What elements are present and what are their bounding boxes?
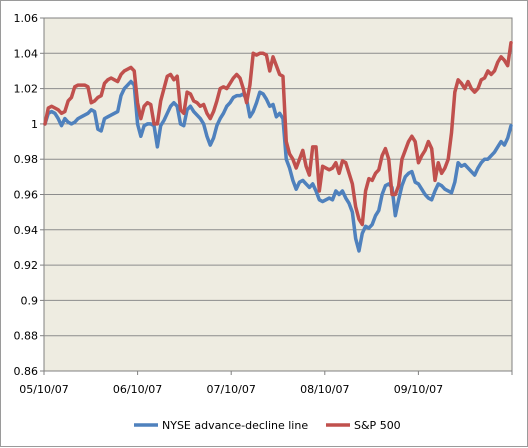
y-axis: 0.86 0.88 0.9 0.92 0.94 0.96 0.98 1 1.02 1.04 1.06: [14, 12, 44, 378]
legend: NYSE advance-decline line S&P 500: [134, 419, 401, 432]
x-tick-label: 07/10/07: [206, 383, 255, 396]
series-layer: [43, 40, 513, 253]
legend-label: NYSE advance-decline line: [162, 419, 308, 432]
y-tick-label: 1.06: [14, 12, 39, 25]
y-tick-label: 0.92: [14, 259, 39, 272]
legend-label: S&P 500: [354, 419, 401, 432]
x-tick-label: 09/10/07: [394, 383, 443, 396]
y-tick-label: 0.94: [14, 224, 39, 237]
y-tick-label: 0.9: [21, 294, 39, 307]
y-tick-label: 0.86: [14, 365, 39, 378]
x-axis: 05/10/07 06/10/07 07/10/07 08/10/07 09/10/07: [19, 371, 513, 396]
y-tick-label: 1.04: [14, 47, 39, 60]
series-line-sp500: [43, 40, 513, 227]
y-tick-label: 0.88: [14, 330, 39, 343]
y-tick-label: 0.98: [14, 153, 39, 166]
y-tick-label: 1.02: [14, 83, 39, 96]
x-tick-label: 08/10/07: [300, 383, 349, 396]
y-tick-label: 1: [31, 118, 38, 131]
y-tick-label: 0.96: [14, 189, 39, 202]
series-line-nyse-advance-decline: [43, 79, 513, 253]
x-tick-label: 05/10/07: [19, 383, 68, 396]
x-tick-label: 06/10/07: [113, 383, 162, 396]
